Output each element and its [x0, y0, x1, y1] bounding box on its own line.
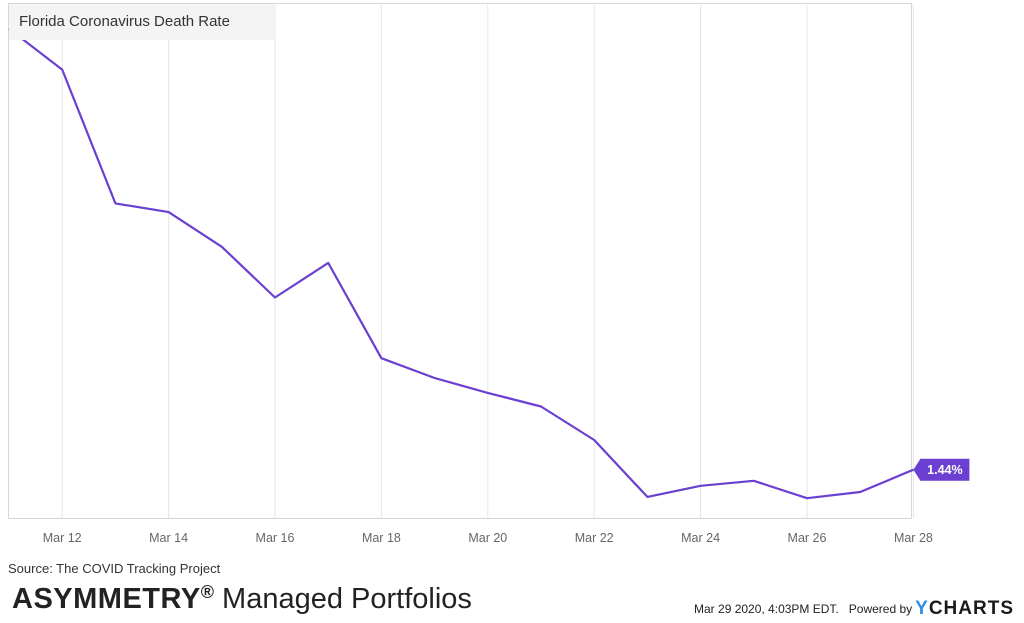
brand-registered-mark: ® — [200, 582, 214, 602]
series-line — [8, 27, 914, 500]
x-tick-label: Mar 14 — [149, 531, 188, 545]
x-tick-label: Mar 20 — [468, 531, 507, 545]
chart-frame — [8, 3, 912, 519]
last-value-label: 1.44% — [927, 463, 962, 477]
x-tick-label: Mar 22 — [575, 531, 614, 545]
badge-shape — [913, 458, 970, 481]
ycharts-wordmark: CHARTS — [928, 598, 1014, 619]
powered-by-label: Powered by — [848, 602, 913, 616]
ycharts-logo: YCHARTS — [915, 598, 1014, 620]
brand-name: ASYMMETRY — [12, 583, 201, 615]
chart-title: Florida Coronavirus Death Rate — [19, 13, 230, 30]
chart-title-box: Florida Coronavirus Death Rate — [9, 4, 274, 40]
footer-credit: Mar 29 2020, 4:03PM EDT. Powered by YCHA… — [694, 598, 1014, 620]
source-note: Source: The COVID Tracking Project — [8, 561, 221, 576]
x-axis-ticks: Mar 12 Mar 14 Mar 16 Mar 18 Mar 20 Mar 22 Mar … — [43, 531, 933, 545]
ycharts-y-mark: Y — [915, 598, 929, 619]
line-chart: Mar 12 Mar 14 Mar 16 Mar 18 Mar 20 Mar 22 Mar … — [8, 5, 970, 545]
x-tick-label: Mar 16 — [256, 531, 295, 545]
timestamp: Mar 29 2020, 4:03PM EDT. — [694, 602, 839, 616]
last-value-badge: 1.44% — [913, 458, 970, 481]
x-tick-label: Mar 24 — [681, 531, 720, 545]
x-tick-label: Mar 28 — [894, 531, 933, 545]
brand-tagline: Managed Portfolios — [213, 583, 472, 615]
gridlines — [61, 5, 914, 518]
x-tick-label: Mar 26 — [788, 531, 827, 545]
x-tick-label: Mar 12 — [43, 531, 82, 545]
brand-logo: ASYMMETRY® Managed Portfolios — [12, 582, 472, 616]
x-tick-label: Mar 18 — [362, 531, 401, 545]
